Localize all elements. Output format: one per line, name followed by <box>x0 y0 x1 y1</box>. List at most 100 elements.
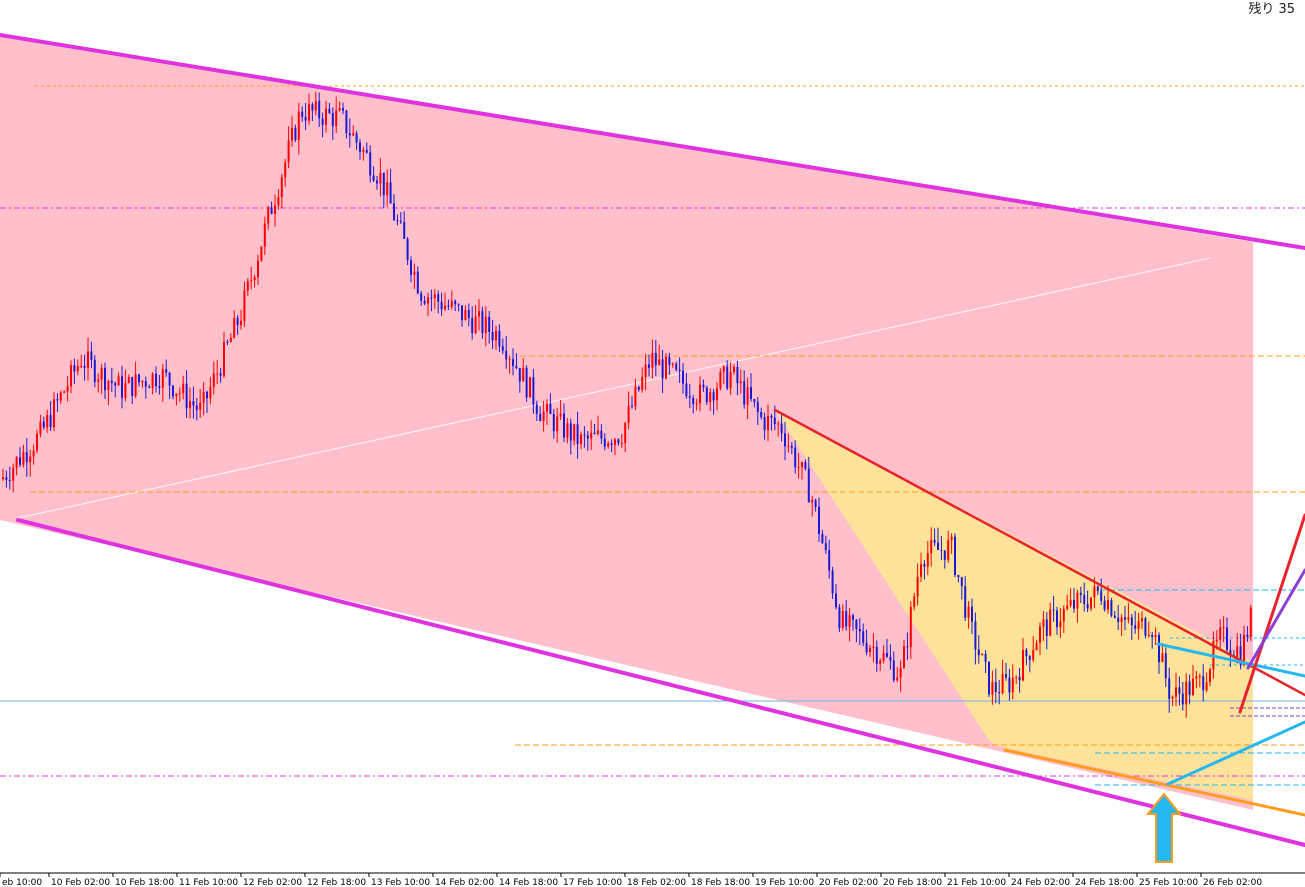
candle-body <box>226 341 229 343</box>
candle-body <box>648 364 650 368</box>
candle-body <box>308 104 310 121</box>
candle-body <box>930 540 933 554</box>
candle-body <box>797 467 800 469</box>
candle-body <box>1161 653 1164 663</box>
candle-body <box>957 574 960 578</box>
candle-body <box>1042 619 1045 627</box>
candle-body <box>172 385 174 397</box>
candle-body <box>807 468 810 503</box>
candle-body <box>1008 677 1011 693</box>
candle-body <box>1035 642 1038 651</box>
candle-body <box>597 430 599 434</box>
candle-body <box>998 691 1001 694</box>
candle-body <box>852 615 854 620</box>
candle-body <box>869 647 871 653</box>
candle-body <box>321 118 324 125</box>
axis-tick-label: 10 Feb 02:00 <box>51 878 110 887</box>
candle-body <box>1015 676 1018 678</box>
candle-body <box>427 297 429 304</box>
candle-body <box>1022 650 1024 681</box>
candle-body <box>729 371 732 389</box>
axis-tick-label: 24 Feb 02:00 <box>1011 878 1070 887</box>
candle-body <box>73 365 76 372</box>
candle-body <box>634 386 637 407</box>
candle-body <box>175 393 178 397</box>
candle-body <box>1018 676 1021 681</box>
candle-body <box>471 318 474 334</box>
candle-body <box>80 366 83 368</box>
orange-support-line <box>1003 748 1305 817</box>
candle-body <box>1120 617 1123 623</box>
candle-body <box>1028 656 1031 660</box>
candle-body <box>474 316 477 334</box>
candle-body <box>297 111 300 141</box>
candle-body <box>607 443 610 447</box>
candle-body <box>760 411 763 418</box>
candle-body <box>848 615 851 627</box>
candle-body <box>862 631 865 643</box>
candle-body <box>777 423 780 425</box>
candle-body <box>505 350 508 360</box>
candle-body <box>1059 621 1062 628</box>
candle-body <box>124 382 127 398</box>
candle-body <box>304 116 307 121</box>
triangle-fill <box>775 410 1253 800</box>
candle-body <box>100 367 103 380</box>
axis-tick-label: 20 Feb 18:00 <box>883 878 942 887</box>
candle-body <box>12 467 15 481</box>
candle-body <box>284 162 287 178</box>
candle-body <box>1117 617 1120 623</box>
candle-body <box>1171 696 1174 699</box>
candle-body <box>36 433 38 451</box>
candle-body <box>1236 646 1239 658</box>
candle-body <box>379 172 382 184</box>
candle-body <box>858 628 861 632</box>
candle-body <box>988 661 990 695</box>
candle-body <box>457 304 460 306</box>
candle-body <box>1202 676 1205 691</box>
candle-body <box>481 311 484 334</box>
horizontal-levels <box>0 85 1305 786</box>
candle-body <box>926 553 929 567</box>
candle-body <box>750 387 752 400</box>
candle-body <box>59 392 62 401</box>
candle-body <box>335 110 338 127</box>
candle-body <box>542 411 545 421</box>
candle-body <box>117 376 120 386</box>
candle-body <box>430 297 433 299</box>
candle-body <box>845 610 848 627</box>
candle-body <box>199 402 202 410</box>
candle-body <box>1093 586 1096 598</box>
candle-body <box>185 383 188 409</box>
candle-body <box>1083 594 1086 605</box>
candle-body <box>267 207 270 224</box>
candle-body <box>835 593 837 608</box>
candle-body <box>491 331 494 341</box>
candle-body <box>369 152 372 176</box>
candle-body <box>277 196 280 206</box>
candle-body <box>416 271 419 294</box>
candle-body <box>1181 693 1184 705</box>
axis-tick-label: 12 Feb 02:00 <box>243 878 302 887</box>
axis-tick-label: 21 Feb 10:00 <box>947 878 1006 887</box>
candle-body <box>70 365 72 387</box>
candle-body <box>767 415 769 431</box>
candle-body <box>1178 687 1181 694</box>
candle-body <box>56 399 59 401</box>
candle-body <box>743 381 746 405</box>
candle-body <box>1205 682 1208 691</box>
candle-body <box>464 310 467 321</box>
candle-body <box>838 607 841 629</box>
candle-body <box>1192 678 1194 695</box>
candle-body <box>967 606 970 618</box>
candle-body <box>535 404 538 414</box>
candle-body <box>824 543 827 551</box>
candle-body <box>1154 634 1157 638</box>
candle-body <box>736 366 739 384</box>
candle-body <box>1134 625 1137 629</box>
candle-body <box>1243 634 1245 665</box>
candle-body <box>882 653 885 661</box>
axis-tick-label: 18 Feb 18:00 <box>691 878 750 887</box>
